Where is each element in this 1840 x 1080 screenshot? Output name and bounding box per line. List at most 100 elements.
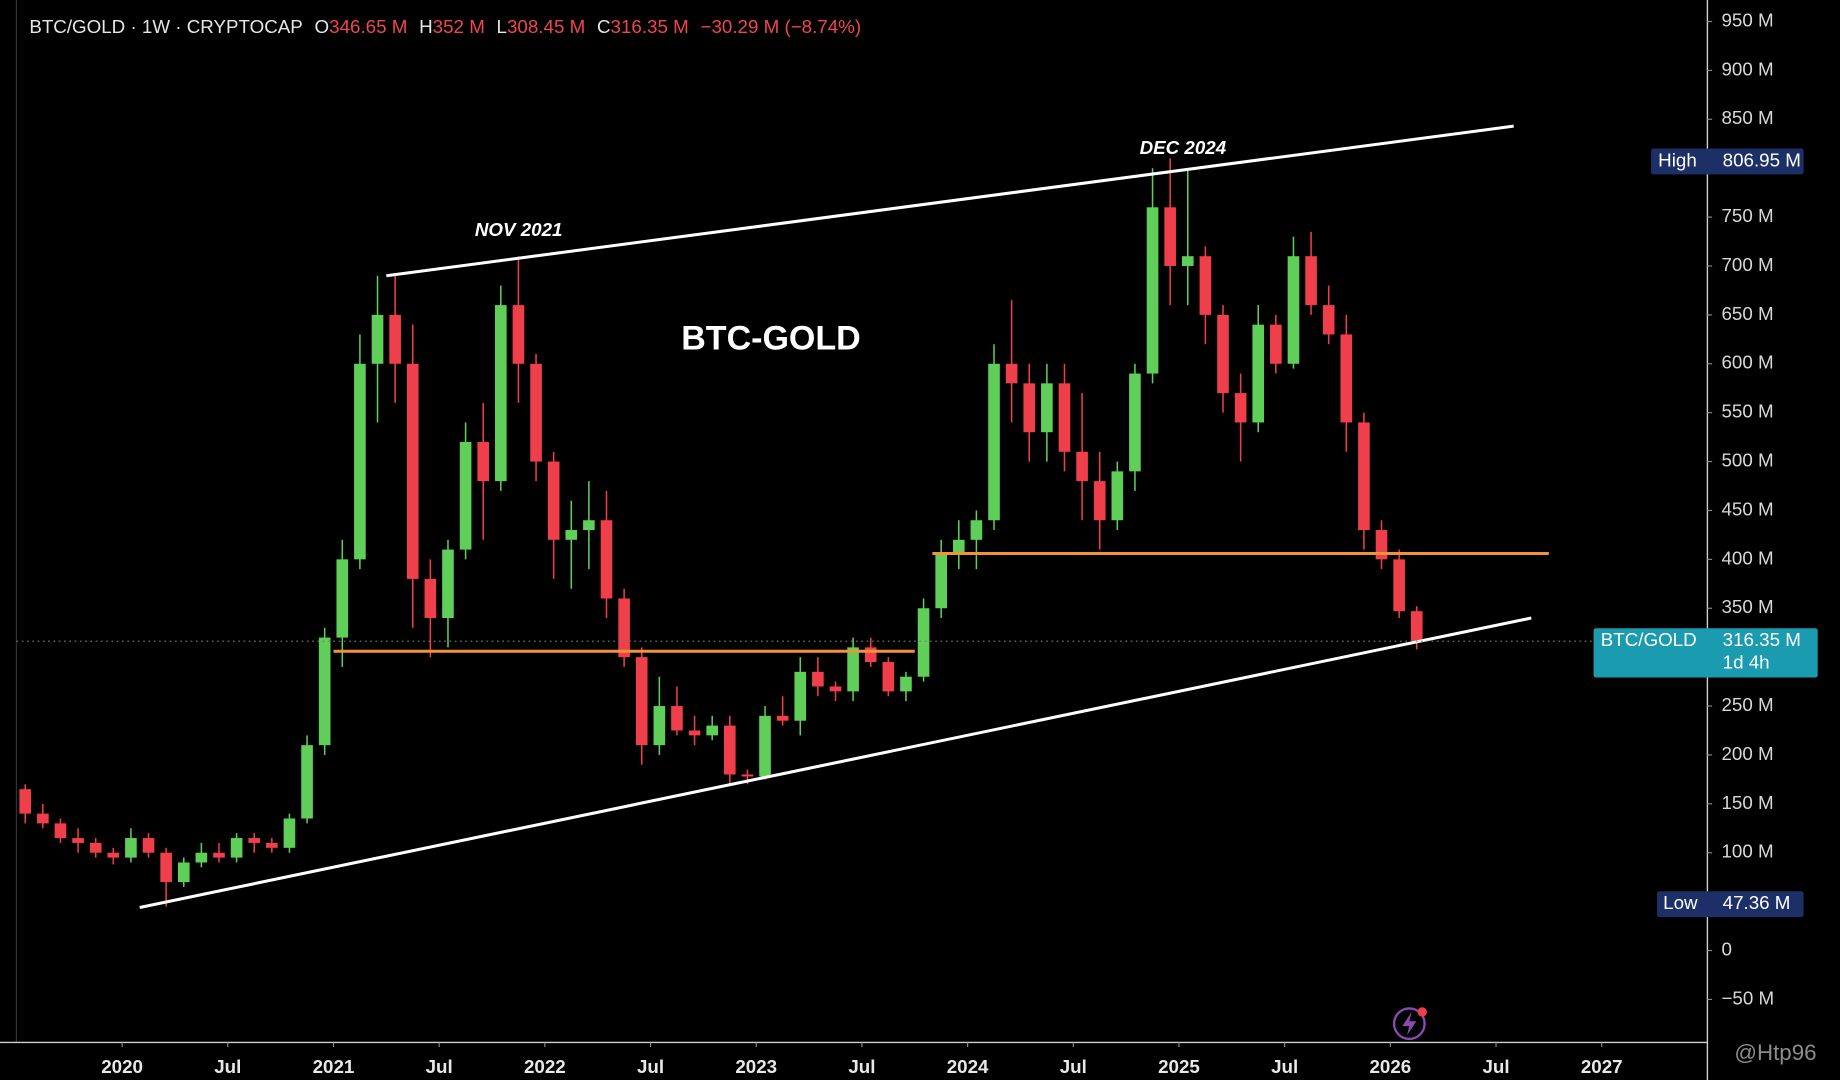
candle-body xyxy=(1270,324,1282,364)
x-tick-label: 2020 xyxy=(101,1056,143,1077)
price-tag xyxy=(1651,148,1804,175)
x-tick-label: 2027 xyxy=(1581,1056,1623,1077)
candle-body xyxy=(459,442,472,550)
ohlc-value: 308.45 M xyxy=(507,16,585,37)
candle-body xyxy=(935,554,947,609)
candle-body xyxy=(213,852,225,858)
x-tick-label: 2022 xyxy=(524,1056,566,1077)
y-tick-label: 700 M xyxy=(1721,254,1773,275)
x-tick-label: Jul xyxy=(426,1056,453,1077)
candle-body xyxy=(776,715,789,721)
candle-body xyxy=(1199,256,1212,315)
y-tick-label: 850 M xyxy=(1721,107,1773,128)
annotation: DEC 2024 xyxy=(1140,137,1227,158)
y-tick-label: 950 M xyxy=(1721,9,1773,30)
candle-body xyxy=(1005,363,1018,384)
candle-body xyxy=(1181,256,1194,266)
candle-body xyxy=(917,608,930,677)
candle-body xyxy=(1393,559,1405,612)
x-tick-label: Jul xyxy=(1060,1056,1087,1077)
candle-body xyxy=(1111,471,1124,521)
candle-body xyxy=(759,715,771,777)
candle-body xyxy=(1410,611,1423,642)
candle-body xyxy=(547,461,560,540)
candle-body xyxy=(477,442,490,482)
candle-body xyxy=(160,852,172,883)
x-tick-label: 2026 xyxy=(1369,1056,1411,1077)
x-tick-label: Jul xyxy=(1482,1056,1509,1077)
candle-body xyxy=(1375,530,1388,560)
candle-body xyxy=(37,813,49,824)
candle-body xyxy=(371,314,384,364)
candle-body xyxy=(530,363,542,462)
candle-body xyxy=(318,637,331,746)
candle-body xyxy=(723,725,736,775)
y-tick-label: 100 M xyxy=(1721,841,1773,862)
candle-body xyxy=(1164,207,1176,266)
candle-body xyxy=(354,363,366,560)
candle-body xyxy=(125,838,137,858)
candle-body xyxy=(1129,373,1141,472)
candle-body xyxy=(442,549,454,619)
y-tick-label: 500 M xyxy=(1721,450,1773,471)
candle-body xyxy=(583,520,595,531)
candle-body xyxy=(741,774,754,777)
price-tag-name: High xyxy=(1658,149,1697,170)
candle-body xyxy=(72,838,84,843)
candle-body xyxy=(671,706,683,731)
ohlc-value: 316.35 M xyxy=(611,16,689,37)
price-tag-value: 47.36 M xyxy=(1723,892,1791,913)
candle-body xyxy=(406,363,419,579)
candle-body xyxy=(812,671,824,687)
price-tag-countdown: 1d 4h xyxy=(1723,651,1770,672)
y-tick-label: 150 M xyxy=(1721,792,1773,813)
candle-body xyxy=(19,789,32,814)
candle-body xyxy=(1340,334,1353,423)
x-tick-label: Jul xyxy=(848,1056,875,1077)
candle-body xyxy=(177,862,190,883)
candle-body xyxy=(1287,256,1300,364)
y-tick-label: 750 M xyxy=(1721,205,1773,226)
y-tick-label: 250 M xyxy=(1721,694,1773,715)
candle-body xyxy=(283,818,296,848)
trendline xyxy=(139,616,1532,909)
trendline xyxy=(386,124,1514,278)
candle-body xyxy=(1305,256,1317,306)
price-tag-name: Low xyxy=(1663,892,1698,913)
candle-body xyxy=(1358,422,1370,531)
candle-body xyxy=(107,852,120,858)
candle-body xyxy=(900,676,912,692)
candle-body xyxy=(1023,383,1036,433)
x-tick-label: 2024 xyxy=(947,1056,989,1077)
candle-body xyxy=(195,852,208,863)
y-tick-label: 600 M xyxy=(1721,352,1773,373)
ohlc-key: H xyxy=(419,16,433,37)
candle-body xyxy=(301,745,313,819)
ohlc-key: L xyxy=(497,16,507,37)
candle-body xyxy=(1146,207,1159,374)
candle-body xyxy=(512,305,525,364)
candle-body xyxy=(688,730,701,736)
candle-body xyxy=(1058,383,1071,452)
candle-body xyxy=(829,686,842,692)
candle-body xyxy=(970,520,983,540)
change: −30.29 M (−8.74%) xyxy=(701,16,862,37)
candle-body xyxy=(1217,314,1229,394)
ohlc-key: O xyxy=(315,16,330,37)
candle-body xyxy=(600,520,613,599)
ohlc-key: C xyxy=(597,16,611,37)
candle-body xyxy=(142,838,155,853)
chart-title: BTC-GOLD xyxy=(681,319,860,357)
candle-body xyxy=(864,647,877,663)
candle-body xyxy=(565,530,578,540)
candle-body xyxy=(1041,383,1053,433)
price-tag xyxy=(1593,628,1818,678)
candle-body xyxy=(336,559,349,638)
x-tick-label: Jul xyxy=(637,1056,664,1077)
candle-body xyxy=(389,314,401,364)
x-tick-label: Jul xyxy=(214,1056,241,1077)
candle-body xyxy=(794,671,807,721)
y-tick-label: 0 xyxy=(1721,938,1731,959)
price-tag-value: 806.95 M xyxy=(1723,149,1801,170)
